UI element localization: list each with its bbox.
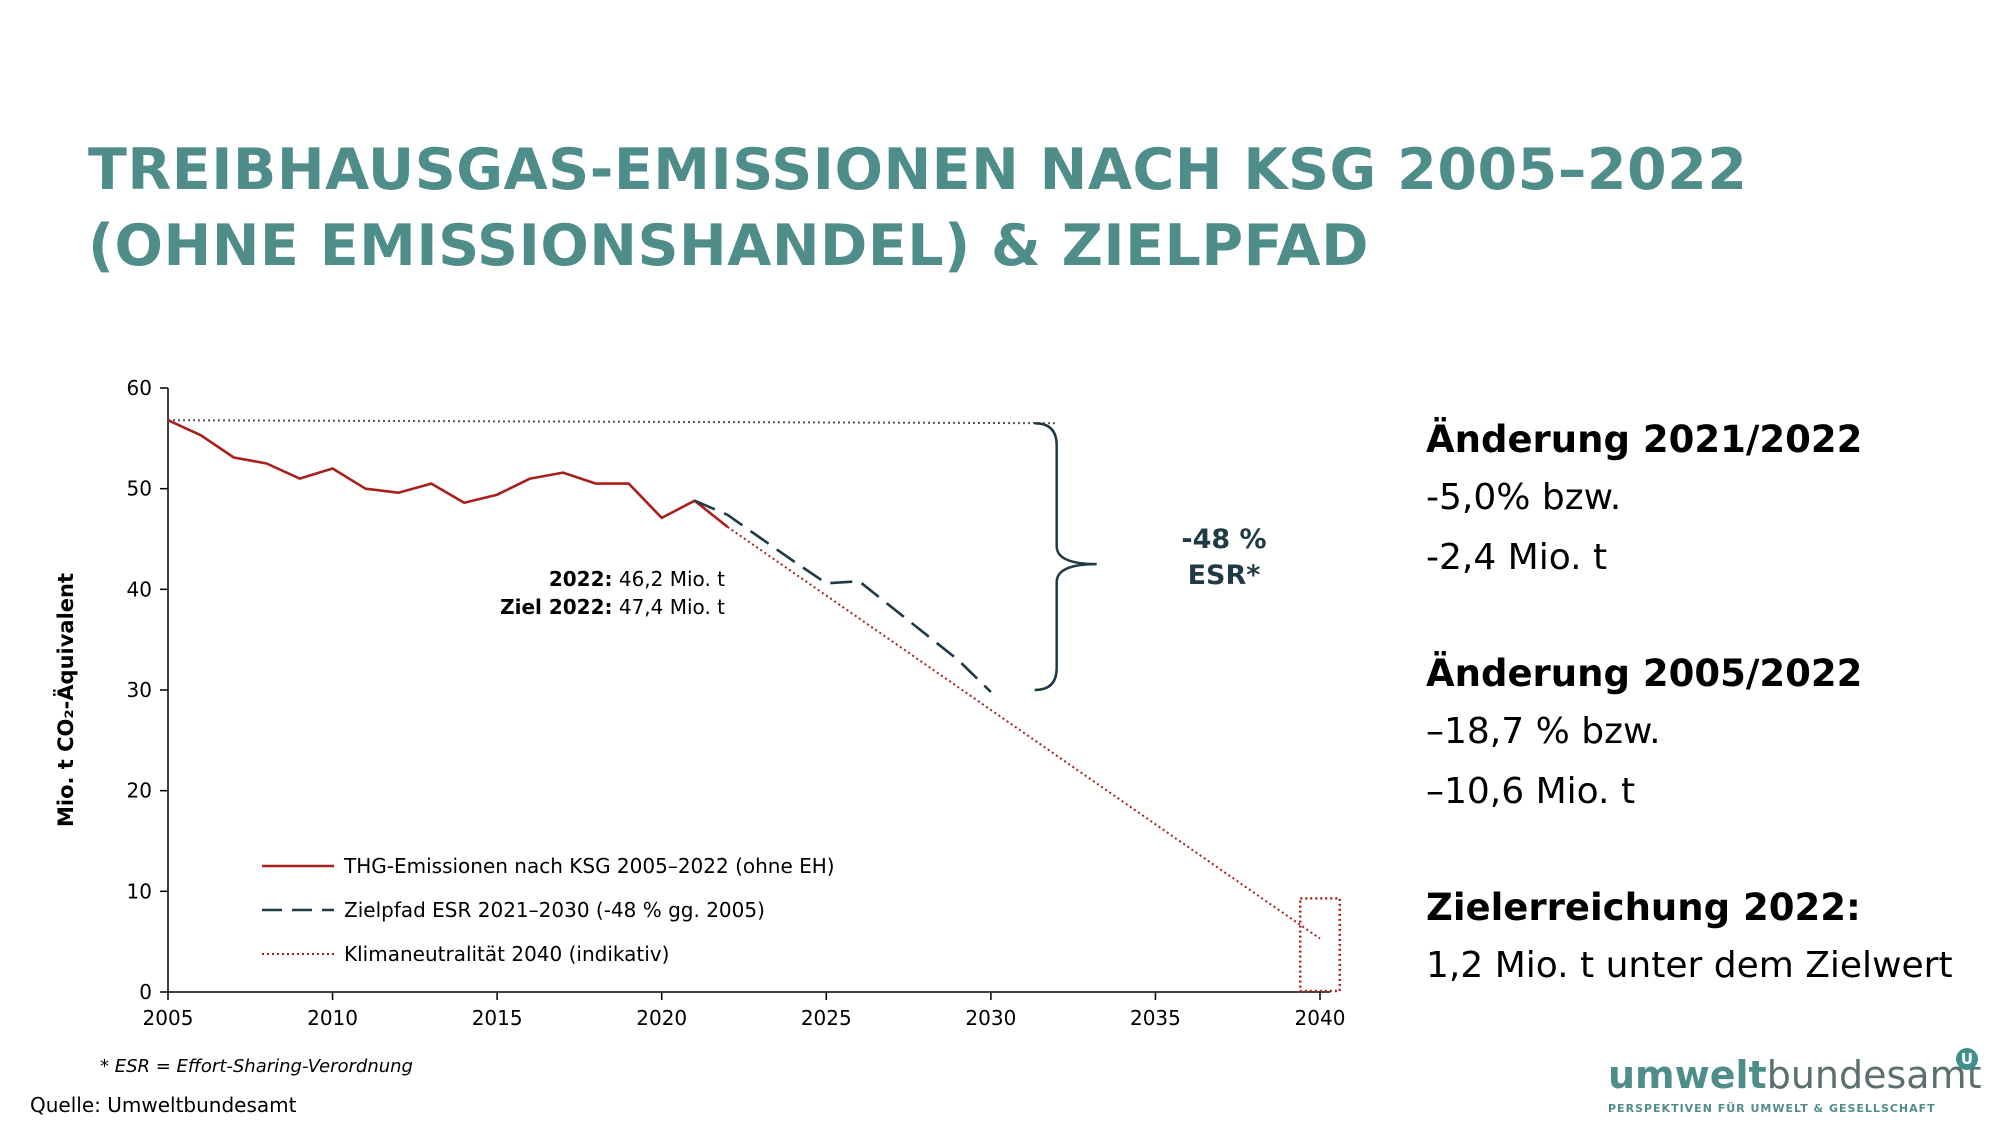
annotation-2022-value: 46,2 Mio. t [613, 567, 726, 591]
y-tick-label: 20 [127, 779, 152, 803]
x-tick-label: 2025 [801, 1006, 852, 1030]
annotation-2022: 2022: 46,2 Mio. t [549, 567, 725, 591]
legend-label-1: THG-Emissionen nach KSG 2005–2022 (ohne … [343, 854, 835, 878]
title-line-2: (OHNE EMISSIONSHANDEL) & ZIELPFAD [88, 213, 1369, 279]
chart-series [167, 419, 1341, 993]
logo-badge: U [1956, 1048, 1978, 1070]
change-2005-2022-percent: –18,7 % bzw. [1426, 711, 1661, 752]
y-tick-label: 60 [127, 376, 152, 400]
x-tick-label: 2035 [1130, 1006, 1181, 1030]
x-tick-label: 2020 [636, 1006, 687, 1030]
x-tick-label: 2030 [965, 1006, 1016, 1030]
annotation-ziel-2022: Ziel 2022: 47,4 Mio. t [500, 595, 725, 619]
x-tick-label: 2010 [307, 1006, 358, 1030]
change-2005-2022-block: Änderung 2005/2022 –18,7 % bzw. –10,6 Mi… [1426, 652, 1862, 822]
brace-percent-label: -48 % [1181, 524, 1266, 555]
change-2005-2022-absolute: –10,6 Mio. t [1426, 771, 1636, 812]
y-axis-label: Mio. t CO₂-Äquivalent [53, 573, 78, 827]
reduction-brace [1034, 421, 1097, 692]
chart-legend: THG-Emissionen nach KSG 2005–2022 (ohne … [262, 854, 835, 966]
change-2005-2022-heading: Änderung 2005/2022 [1426, 652, 1863, 695]
title-line-1: TREIBHAUSGAS-EMISSIONEN NACH KSG 2005–20… [88, 137, 1748, 203]
page-title: TREIBHAUSGAS-EMISSIONEN NACH KSG 2005–20… [88, 132, 1788, 284]
change-2021-2022-absolute: -2,4 Mio. t [1426, 537, 1608, 578]
brace-esr-label: ESR* [1188, 560, 1261, 591]
series-line-3 [726, 526, 1321, 940]
series-line-1 [167, 419, 729, 528]
annotation-ziel-value: 47,4 Mio. t [613, 595, 726, 619]
legend-label-3: Klimaneutralität 2040 (indikativ) [344, 942, 669, 966]
y-tick-label: 0 [139, 980, 152, 1004]
target-achievement-text: 1,2 Mio. t unter dem Zielwert [1426, 945, 1953, 986]
annotation-2022-key: 2022: [549, 567, 613, 591]
legend-label-2: Zielpfad ESR 2021–2030 (-48 % gg. 2005) [344, 898, 765, 922]
reference-2005-level-line [167, 419, 1057, 425]
highlight-box-2040 [1299, 897, 1341, 993]
logo-word-a: umwelt [1608, 1053, 1767, 1097]
y-tick-label: 30 [127, 678, 152, 702]
logo-tagline: PERSPEKTIVEN FÜR UMWELT & GESELLSCHAFT [1608, 1102, 1936, 1115]
change-2021-2022-heading: Änderung 2021/2022 [1426, 418, 1863, 461]
x-tick-label: 2005 [143, 1006, 194, 1030]
target-achievement-block: Zielerreichung 2022: 1,2 Mio. t unter de… [1426, 886, 1953, 996]
y-tick-label: 10 [127, 879, 152, 903]
source-label: Quelle: Umweltbundesamt [30, 1093, 297, 1117]
y-tick-label: 50 [127, 477, 152, 501]
change-2021-2022-block: Änderung 2021/2022 -5,0% bzw. -2,4 Mio. … [1426, 418, 1862, 588]
x-tick-label: 2015 [472, 1006, 523, 1030]
y-tick-label: 40 [127, 577, 152, 601]
umweltbundesamt-logo: umweltbundesamt U PERSPEKTIVEN FÜR UMWEL… [1608, 1048, 1982, 1122]
logo-wordmark: umweltbundesamt [1608, 1052, 1982, 1098]
logo-word-b: bundesamt [1766, 1053, 1982, 1097]
target-achievement-heading: Zielerreichung 2022: [1426, 886, 1861, 929]
footnote: * ESR = Effort-Sharing-Verordnung [100, 1056, 413, 1077]
annotation-ziel-key: Ziel 2022: [500, 595, 612, 619]
change-2021-2022-percent: -5,0% bzw. [1426, 477, 1622, 518]
series-line-2 [694, 499, 992, 693]
x-tick-label: 2040 [1295, 1006, 1346, 1030]
